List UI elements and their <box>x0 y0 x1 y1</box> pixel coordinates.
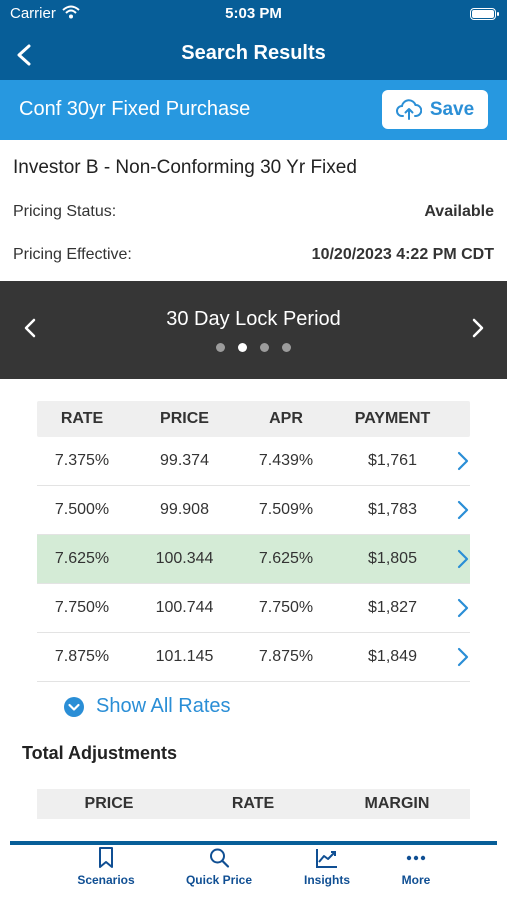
adjustments-header: PRICE RATE MARGIN <box>37 789 470 819</box>
tabbar-divider <box>10 841 497 845</box>
adj-header-margin: MARGIN <box>364 795 430 812</box>
tab-more-label: More <box>401 873 431 887</box>
cloud-upload-icon <box>395 98 422 120</box>
apr-cell: 7.750% <box>258 599 314 616</box>
page-dot[interactable] <box>260 343 269 352</box>
chevron-right-icon <box>457 549 469 569</box>
page-title: Search Results <box>181 42 326 64</box>
page-indicator[interactable] <box>0 343 507 352</box>
payment-cell: $1,783 <box>368 501 417 518</box>
tab-bar: Scenarios Quick Price Insights More <box>0 845 507 900</box>
price-cell: 99.908 <box>160 501 209 518</box>
pricing-effective-value: 10/20/2023 4:22 PM CDT <box>311 246 494 263</box>
lock-period-carousel[interactable]: 30 Day Lock Period <box>0 281 507 379</box>
chevron-down-circle-icon <box>64 696 84 717</box>
bookmark-icon <box>99 847 113 868</box>
price-cell: 101.145 <box>155 648 214 665</box>
header-price: PRICE <box>160 410 209 427</box>
rate-cell: 7.750% <box>54 599 110 616</box>
battery-icon <box>470 8 499 20</box>
rate-row[interactable]: 7.500% 99.908 7.509% $1,783 <box>37 486 470 535</box>
tab-insights-label: Insights <box>303 873 350 887</box>
payment-cell: $1,827 <box>368 599 417 616</box>
clock: 5:03 PM <box>225 5 282 22</box>
wifi-icon <box>62 5 80 24</box>
chevron-right-icon <box>457 500 469 520</box>
apr-cell: 7.875% <box>258 648 314 665</box>
save-button[interactable]: Save <box>382 90 488 129</box>
pricing-effective-label: Pricing Effective: <box>13 246 132 263</box>
previous-period-button[interactable] <box>20 317 40 344</box>
show-all-rates-label: Show All Rates <box>96 695 231 717</box>
header-apr: APR <box>269 410 303 427</box>
chart-trend-icon <box>316 849 337 868</box>
lock-period-label: 30 Day Lock Period <box>166 308 341 330</box>
rate-cell: 7.500% <box>54 501 110 518</box>
chevron-left-icon <box>17 44 31 66</box>
chevron-right-icon <box>457 451 469 471</box>
adj-header-rate: RATE <box>231 795 275 812</box>
price-cell: 100.744 <box>155 599 214 616</box>
page-dot[interactable] <box>238 343 247 352</box>
chevron-right-icon <box>472 318 484 338</box>
payment-cell: $1,761 <box>368 452 417 469</box>
rates-table-header: RATE PRICE APR PAYMENT <box>37 401 470 437</box>
apr-cell: 7.439% <box>258 452 314 469</box>
chevron-right-icon <box>457 647 469 667</box>
scenario-name: Conf 30yr Fixed Purchase <box>19 98 251 120</box>
show-all-rates-button[interactable]: Show All Rates <box>63 695 231 718</box>
apr-cell: 7.625% <box>258 550 314 567</box>
apr-cell: 7.509% <box>258 501 314 518</box>
rate-cell: 7.875% <box>54 648 110 665</box>
status-bar: Carrier 5:03 PM <box>0 0 507 30</box>
tab-scenarios[interactable]: Scenarios <box>56 845 156 887</box>
pricing-status-value: Available <box>424 203 494 220</box>
save-label: Save <box>429 98 475 120</box>
more-dots-icon <box>406 855 426 861</box>
page-dot[interactable] <box>216 343 225 352</box>
search-icon <box>210 848 230 868</box>
tab-scenarios-label: Scenarios <box>77 873 135 887</box>
tab-quick-price-label: Quick Price <box>185 873 253 887</box>
rate-row[interactable]: 7.375% 99.374 7.439% $1,761 <box>37 437 470 486</box>
carrier-label: Carrier <box>10 5 56 22</box>
rate-cell: 7.625% <box>54 550 110 567</box>
payment-cell: $1,849 <box>368 648 417 665</box>
price-cell: 100.344 <box>155 550 214 567</box>
next-period-button[interactable] <box>468 317 488 344</box>
chevron-right-icon <box>457 598 469 618</box>
price-cell: 99.374 <box>160 452 209 469</box>
rate-row[interactable]: 7.625% 100.344 7.625% $1,805 <box>37 535 470 584</box>
navigation-bar: Search Results <box>0 30 507 80</box>
adj-header-price: PRICE <box>84 795 134 812</box>
back-button[interactable] <box>8 38 42 72</box>
chevron-left-icon <box>24 318 36 338</box>
product-name: Investor B - Non-Conforming 30 Yr Fixed <box>13 157 357 178</box>
total-adjustments-title: Total Adjustments <box>22 743 178 763</box>
payment-cell: $1,805 <box>368 550 417 567</box>
tab-more[interactable]: More <box>366 845 466 887</box>
pricing-status-label: Pricing Status: <box>13 203 117 220</box>
rate-cell: 7.375% <box>54 452 110 469</box>
header-rate: RATE <box>60 410 104 427</box>
rates-table: RATE PRICE APR PAYMENT 7.375% 99.374 7.439… <box>37 401 470 682</box>
header-payment: PAYMENT <box>354 410 431 427</box>
tab-insights[interactable]: Insights <box>277 845 377 887</box>
rate-row[interactable]: 7.875% 101.145 7.875% $1,849 <box>37 633 470 682</box>
page-dot[interactable] <box>282 343 291 352</box>
rate-row[interactable]: 7.750% 100.744 7.750% $1,827 <box>37 584 470 633</box>
tab-quick-price[interactable]: Quick Price <box>169 845 269 887</box>
